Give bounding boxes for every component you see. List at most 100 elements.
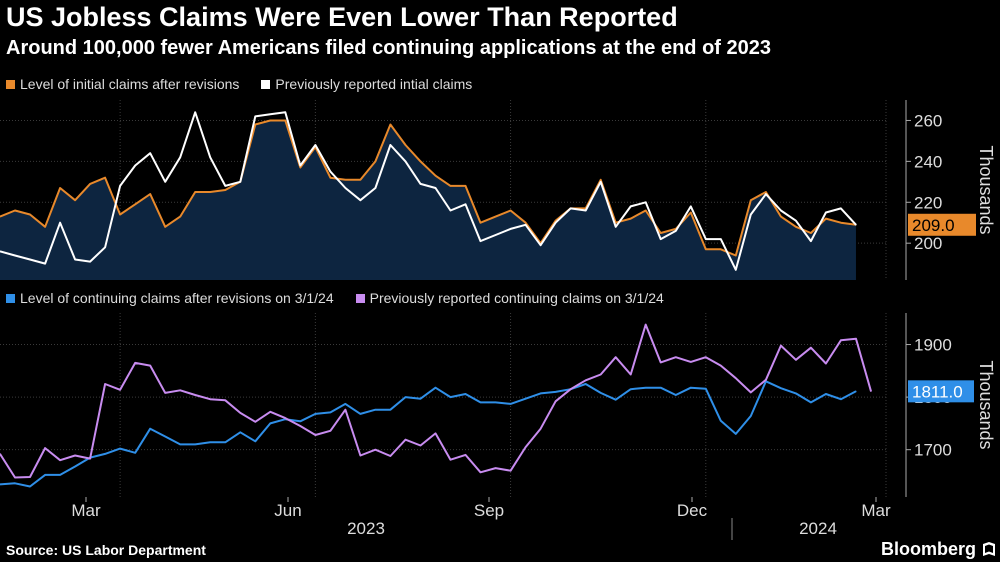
data-point [555, 220, 557, 222]
data-point [29, 258, 31, 261]
y-axis-title: Thousands [976, 145, 996, 234]
series-line-white [0, 111, 857, 271]
data-point [615, 226, 617, 228]
data-point [269, 411, 271, 413]
data-point [329, 177, 331, 179]
data-point [299, 166, 301, 169]
data-point [449, 396, 452, 398]
data-point [720, 364, 722, 367]
data-point [585, 209, 587, 212]
data-point [750, 415, 752, 417]
data-point [675, 230, 677, 232]
data-point [44, 474, 46, 476]
data-point [720, 248, 722, 250]
data-point [179, 215, 181, 218]
data-point [479, 240, 482, 242]
data-point [134, 362, 136, 364]
data-point [239, 181, 241, 183]
data-point [404, 144, 407, 146]
data-point [44, 226, 46, 228]
legend-item-reported-continuing: Previously reported continuing claims on… [355, 290, 664, 306]
data-point [705, 388, 707, 390]
data-point [494, 467, 497, 469]
data-point [855, 338, 857, 340]
data-point [389, 144, 392, 146]
data-point [735, 269, 737, 271]
data-point [374, 449, 377, 451]
data-point [585, 379, 587, 381]
data-point [59, 459, 61, 461]
data-point [795, 220, 797, 222]
data-point [104, 383, 106, 385]
y-tick-label: 1700 [914, 441, 952, 460]
data-point [720, 238, 722, 240]
data-point [134, 203, 136, 205]
data-point [540, 244, 542, 246]
data-point [825, 393, 827, 395]
data-point [149, 152, 151, 154]
data-point [104, 246, 106, 248]
series-line-purple [0, 323, 872, 479]
data-point [119, 213, 121, 216]
data-point [44, 263, 46, 265]
data-point [509, 209, 512, 212]
data-point [419, 183, 422, 185]
data-point [660, 387, 662, 389]
data-point [630, 373, 632, 376]
data-point [0, 483, 1, 485]
data-point [29, 485, 31, 488]
data-point [209, 191, 211, 193]
data-point [74, 199, 76, 201]
data-point [494, 234, 497, 236]
data-point [464, 393, 467, 395]
data-point [329, 411, 331, 413]
data-point [780, 387, 782, 389]
chart-title: US Jobless Claims Were Even Lower Than R… [6, 2, 678, 32]
data-point [44, 447, 46, 449]
data-point [720, 420, 722, 422]
data-point [494, 401, 497, 403]
data-point [224, 441, 226, 443]
data-point [479, 401, 482, 403]
data-point [149, 193, 151, 195]
data-point [329, 430, 331, 432]
data-point [254, 440, 256, 442]
data-point [464, 454, 467, 456]
data-point [284, 111, 286, 113]
data-point [194, 443, 196, 446]
y-tick-label: 260 [914, 111, 942, 130]
data-point [149, 364, 151, 367]
data-point [600, 181, 602, 183]
data-point [299, 420, 301, 422]
data-point [389, 123, 392, 126]
data-point [540, 428, 542, 430]
data-point [524, 446, 527, 448]
data-point [209, 441, 211, 443]
data-point [555, 391, 557, 393]
data-point [14, 476, 16, 479]
data-point [810, 347, 812, 349]
legend-item-reported-initial: Previously reported intial claims [261, 76, 472, 92]
data-point [119, 448, 121, 450]
data-point [434, 187, 437, 189]
legend-swatch-white [261, 79, 271, 89]
data-point [209, 156, 211, 158]
data-point [570, 207, 572, 210]
data-point [524, 222, 527, 224]
data-point [780, 209, 782, 212]
data-point [509, 403, 512, 405]
legend-swatch-blue [6, 293, 15, 303]
data-point [74, 465, 76, 468]
data-point [509, 228, 512, 230]
data-point [404, 160, 407, 162]
data-point [780, 215, 782, 218]
data-point [825, 218, 827, 220]
data-point [179, 389, 181, 391]
legend-continuing-claims: Level of continuing claims after revisio… [6, 290, 686, 306]
bloomberg-mark-icon [983, 542, 995, 556]
data-point [104, 177, 106, 179]
data-point [630, 205, 632, 207]
data-point [374, 187, 377, 189]
data-point [89, 260, 91, 263]
